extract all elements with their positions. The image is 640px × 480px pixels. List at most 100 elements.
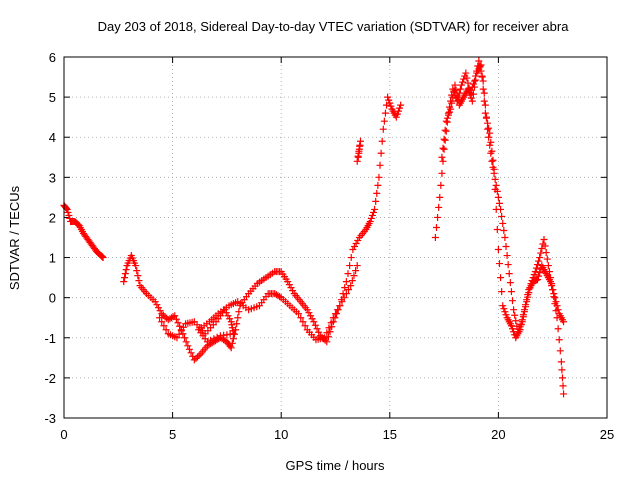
data-point — [540, 236, 548, 244]
data-point — [560, 318, 568, 326]
data-point — [443, 114, 451, 122]
data-point — [195, 351, 203, 359]
data-point — [438, 153, 446, 161]
data-point — [156, 314, 164, 322]
data-point — [373, 189, 381, 197]
y-tick-label: 4 — [49, 130, 56, 145]
data-point — [439, 144, 447, 152]
data-point — [348, 277, 356, 285]
data-point — [377, 149, 385, 157]
data-point — [366, 217, 374, 225]
data-point — [349, 246, 357, 254]
data-point — [344, 270, 352, 278]
data-point — [453, 91, 461, 99]
data-point — [432, 223, 440, 231]
data-point — [370, 208, 378, 216]
series-track-d — [353, 137, 364, 165]
y-tick-label: -3 — [44, 411, 56, 426]
data-point — [507, 288, 515, 296]
data-point — [547, 278, 555, 286]
data-point — [553, 302, 561, 310]
data-point — [182, 338, 190, 346]
tick-layer: 0 5 10 15 20 25 -3 -2 -1 0 1 2 3 4 5 6 — [44, 50, 614, 442]
data-point — [295, 310, 303, 318]
data-point — [352, 267, 360, 275]
x-tick-label: 10 — [274, 427, 288, 442]
data-point — [531, 268, 539, 276]
data-point — [310, 318, 318, 326]
data-point — [510, 306, 518, 314]
data-point — [381, 109, 389, 117]
data-point — [190, 356, 198, 364]
data-point — [299, 318, 307, 326]
data-point — [499, 302, 507, 310]
data-point — [336, 302, 344, 310]
y-tick-label: 1 — [49, 251, 56, 266]
data-point — [380, 117, 388, 125]
data-point — [287, 284, 295, 292]
data-point — [477, 61, 485, 69]
data-point — [492, 205, 500, 213]
data-point — [460, 75, 468, 83]
data-point — [488, 157, 496, 165]
data-point — [554, 306, 562, 314]
data-points — [60, 57, 568, 398]
y-tick-label: 6 — [49, 50, 56, 65]
data-point — [480, 97, 488, 105]
data-point — [356, 137, 364, 145]
data-point — [557, 358, 565, 366]
data-point — [181, 334, 189, 342]
data-point — [175, 330, 183, 338]
data-point — [530, 271, 538, 279]
data-point — [495, 199, 503, 207]
data-point — [451, 81, 459, 89]
data-point — [558, 366, 566, 374]
data-point — [326, 328, 334, 336]
data-point — [522, 301, 530, 309]
data-point — [493, 225, 501, 233]
data-point — [485, 133, 493, 141]
data-point — [132, 262, 140, 270]
data-point — [509, 297, 517, 305]
data-point — [487, 138, 495, 146]
data-point — [303, 306, 311, 314]
series-track-f — [438, 61, 568, 342]
data-point — [482, 114, 490, 122]
data-point — [549, 286, 557, 294]
data-point — [502, 311, 510, 319]
y-axis-label: SDTVAR / TECUs — [7, 185, 22, 290]
data-point — [385, 96, 393, 104]
data-point — [555, 336, 563, 344]
data-point — [517, 321, 525, 329]
data-point — [354, 237, 362, 245]
data-point — [516, 326, 524, 334]
data-point — [491, 185, 499, 193]
data-point — [533, 261, 541, 269]
data-point — [468, 97, 476, 105]
data-point — [434, 213, 442, 221]
data-point — [392, 113, 400, 121]
data-point — [491, 175, 499, 183]
data-point — [224, 312, 232, 320]
data-point — [372, 197, 380, 205]
data-point — [436, 193, 444, 201]
data-point — [284, 278, 292, 286]
data-point — [353, 262, 361, 270]
data-point — [464, 85, 472, 93]
data-point — [471, 77, 479, 85]
data-point — [207, 336, 215, 344]
data-point — [187, 349, 195, 357]
data-point — [490, 165, 498, 173]
data-point — [509, 325, 517, 333]
data-point — [499, 219, 507, 227]
y-tick-label: 5 — [49, 90, 56, 105]
data-point — [301, 322, 309, 330]
x-tick-label: 25 — [600, 427, 614, 442]
data-point — [498, 212, 506, 220]
data-point — [323, 329, 331, 337]
data-point — [475, 57, 483, 65]
data-point — [558, 374, 566, 382]
data-point — [308, 315, 316, 323]
data-point — [156, 307, 164, 315]
data-point — [554, 325, 562, 333]
